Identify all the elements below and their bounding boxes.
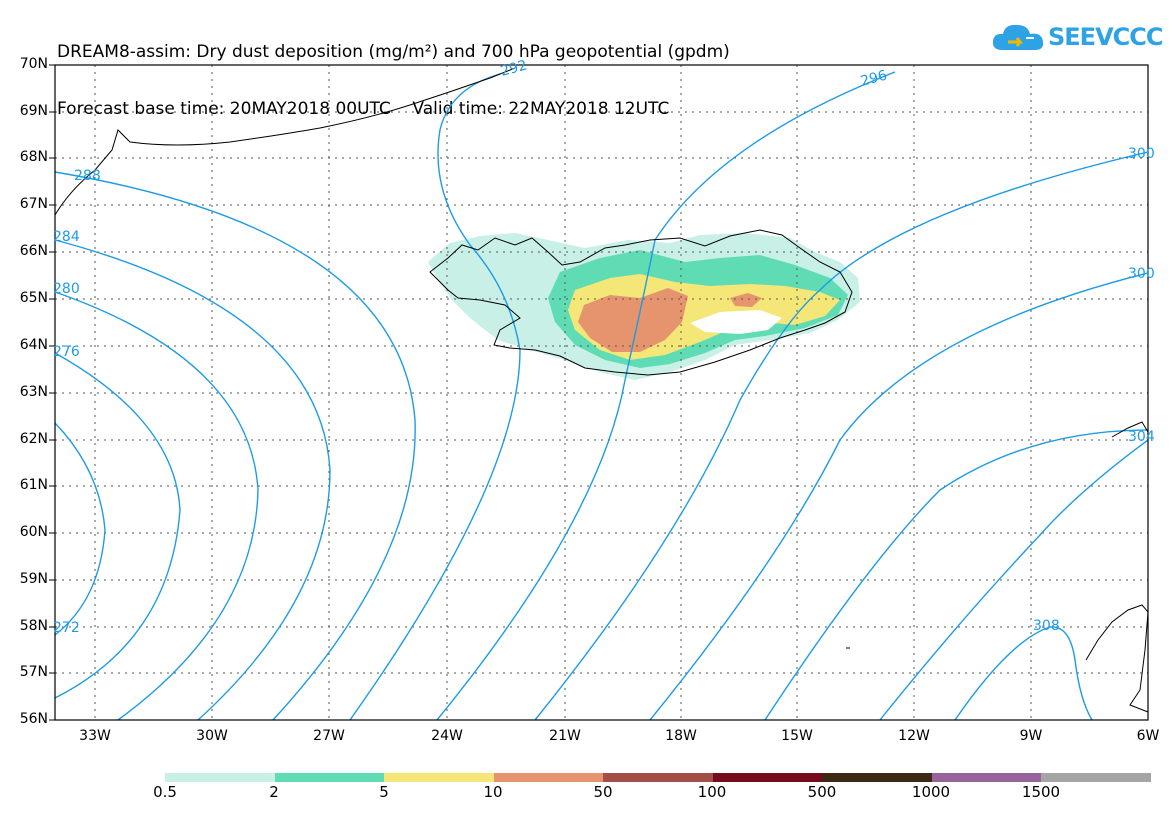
lat-label: 66N [19,243,48,259]
contour-line-292 [349,73,521,721]
lon-label: 33W [79,728,111,744]
legend-label: 10 [483,783,503,801]
title-line-1: DREAM8-assim: Dry dust deposition (mg/m²… [57,42,730,62]
lon-label: 9W [1019,728,1043,744]
contour-label-272: 272 [53,620,80,636]
lon-label: 24W [431,728,463,744]
lat-label: 63N [19,384,48,400]
lat-label: 56N [19,711,48,727]
legend-swatch [1041,773,1151,782]
lat-label: 60N [19,524,48,540]
scotland-coast [1085,604,1149,713]
lat-label: 64N [19,337,48,353]
legend-swatch [931,773,1041,782]
lon-label: 27W [313,728,345,744]
lon-label: 30W [196,728,228,744]
legend-label: 1500 [1021,783,1061,801]
legend-label: 500 [807,783,837,801]
grid-lines [55,65,1148,720]
cloud-icon [992,24,1044,50]
dust-deposition-field [428,233,860,380]
contour-line-304-west [54,291,259,721]
lat-label: 57N [19,664,48,680]
contour-line-312 [54,422,106,636]
logo-text: SEEVCCC [1048,23,1163,51]
lat-label: 70N [19,56,48,72]
lon-label: 21W [549,728,581,744]
dust-level-10-a [578,288,688,352]
legend-swatch [384,773,494,782]
contour-label-300-a: 300 [1128,146,1155,162]
legend-label: 50 [593,783,613,801]
lon-label: 18W [665,728,697,744]
coastlines [54,67,1149,713]
lat-label: 68N [19,149,48,165]
contour-line-300-west [54,239,331,721]
lat-label: 67N [19,196,48,212]
contour-line-296-west [54,171,416,721]
lat-ticks [49,64,55,721]
legend-swatch [274,773,384,782]
contour-label-group: 292 296 288 284 280 276 272 300 300 304 … [53,57,1155,636]
legend-label: 100 [697,783,727,801]
lat-label: 69N [19,103,48,119]
lon-label: 15W [781,728,813,744]
contour-label-296: 296 [859,67,889,89]
legend-label: 0.5 [153,783,177,801]
contour-line-308-west [54,352,181,699]
dust-level-10-b [730,293,762,307]
legend-label: 2 [269,783,279,801]
lat-label: 59N [19,571,48,587]
legend-swatch [493,773,603,782]
title-line-2: Forecast base time: 20MAY2018 00UTC Vali… [57,99,670,119]
contour-line-280 [649,272,1149,721]
geopotential-contours [54,71,1149,721]
lat-label: 62N [19,431,48,447]
contour-label-288: 288 [74,168,101,184]
legend-label: 1000 [911,783,951,801]
lat-label: 65N [19,290,48,306]
legend-colorbar [165,773,1151,782]
contour-label-308: 308 [1033,618,1060,634]
contour-label-284: 284 [53,229,80,245]
lat-label: 61N [19,477,48,493]
contour-line-268 [954,626,1093,721]
lat-label: 58N [19,618,48,634]
contour-label-300-b: 300 [1128,266,1155,282]
seevccc-logo: SEEVCCC [990,20,1163,56]
contour-line-272 [879,439,1149,721]
legend-label: 5 [379,783,389,801]
contour-label-276: 276 [53,344,80,360]
contour-line-284 [534,151,1149,721]
contour-label-280: 280 [53,281,80,297]
lon-label: 12W [898,728,930,744]
dust-clear-patch [690,310,782,334]
legend-swatch [822,773,932,782]
legend-swatch [165,773,275,782]
contour-line-288 [436,71,896,721]
legend-swatch [603,773,713,782]
legend-swatch [712,773,822,782]
iceland-coast [429,229,853,376]
lon-label: 6W [1136,728,1160,744]
faroe-norway-coast [1111,421,1149,438]
contour-label-304: 304 [1128,429,1155,445]
contour-label-292: 292 [499,57,529,79]
contour-line-276 [764,429,1149,721]
map-title: DREAM8-assim: Dry dust deposition (mg/m²… [57,5,730,138]
greenland-coast [54,67,516,216]
